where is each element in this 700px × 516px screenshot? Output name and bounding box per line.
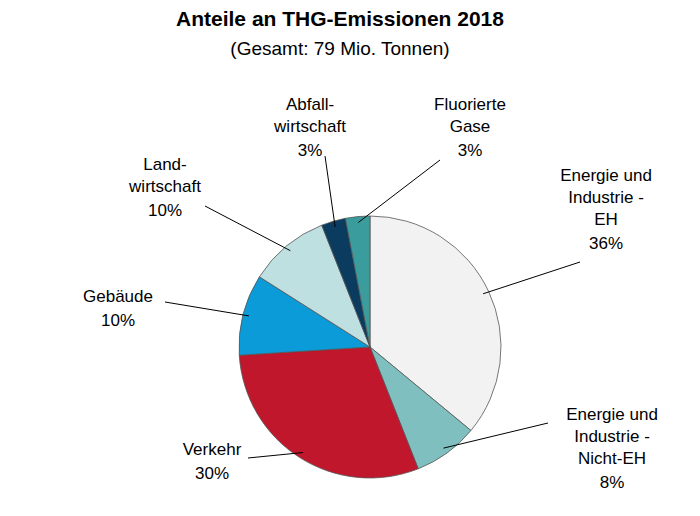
category-label: Abfall-wirtschaft [273,95,346,136]
leader-line [205,206,290,251]
data-label: 3% [458,141,483,160]
leader-line [483,262,580,294]
chart: Anteile an THG-Emissionen 2018 (Gesamt: 7… [0,0,700,516]
data-label: 10% [148,201,182,220]
title: Anteile an THG-Emissionen 2018 [176,7,504,30]
data-label: 30% [195,464,229,483]
data-label: 8% [600,473,625,492]
labels: Energie undIndustrie -EH 36% Energie undIn… [83,95,658,492]
leader-line [443,423,548,448]
pie-slice [345,216,370,347]
subtitle: (Gesamt: 79 Mio. Tonnen) [230,38,449,59]
category-label: Gebäude [83,287,153,306]
pie-slice [239,347,418,478]
leader-line [248,453,303,458]
category-label: Land-wirtschaft [128,155,201,196]
data-label: 3% [298,141,323,160]
category-label: Energie undIndustrie -EH [560,166,652,229]
category-label: FluorierteGase [434,95,506,136]
data-label: 10% [101,311,135,330]
category-label: Energie undIndustrie -Nicht-EH [566,405,658,468]
data-label: 36% [589,234,623,253]
category-label: Verkehr [183,440,242,459]
leader-line [165,302,249,316]
slices [239,216,501,478]
leader-line [358,160,440,223]
leader-line [325,156,335,227]
